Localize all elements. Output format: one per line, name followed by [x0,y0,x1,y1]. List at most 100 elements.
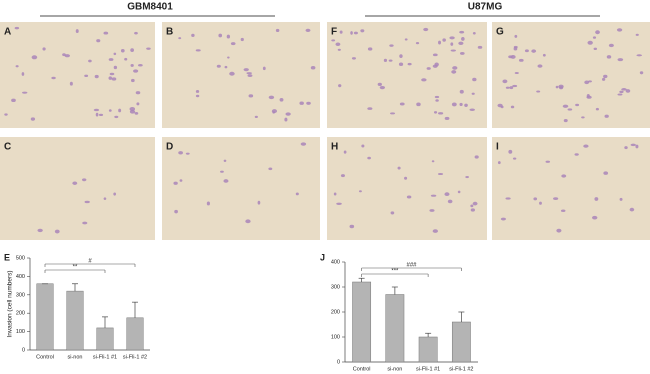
cell [407,62,412,66]
cell [444,192,450,197]
cell [64,54,70,58]
cell [130,48,134,52]
cell [562,104,569,108]
y-tick-label: 400 [331,259,340,265]
cell [560,209,566,212]
cell [435,99,439,102]
cell [113,192,117,196]
cell [279,97,284,102]
cell [248,94,254,98]
bar [451,321,471,363]
significance-label: # [88,259,92,265]
cell [594,197,599,201]
cell [191,33,195,37]
cell [146,47,151,50]
cell [458,41,464,45]
cell [608,43,614,48]
cell [536,90,541,93]
cell [22,91,28,94]
cell [268,167,273,171]
cell [459,30,465,34]
cell [94,74,99,79]
cell [173,181,178,185]
cell [353,31,358,35]
cell [133,69,139,73]
cell [472,77,477,82]
cell [624,146,628,150]
cell [243,68,249,72]
cell [450,42,454,46]
cell [514,34,518,38]
cell [629,207,635,212]
cell [108,109,112,112]
cell [54,229,60,234]
cell [229,71,235,76]
cell [75,29,79,33]
cell [285,112,291,116]
cell [619,197,623,201]
cell [470,204,474,208]
cell [14,26,20,30]
cell [93,108,100,112]
cell [433,111,438,114]
panel-label: C [4,142,11,153]
cell [137,64,143,67]
cell [457,190,461,194]
cell [524,49,529,53]
cell [558,84,564,89]
cell [434,95,440,99]
y-tick-label: 100 [331,334,340,340]
cell [399,102,405,106]
cell [113,52,117,56]
cell [185,152,190,155]
cell [426,67,431,70]
cell [451,102,457,107]
bar [352,281,372,363]
cell [508,55,513,59]
cell [367,107,373,110]
cell [584,80,590,85]
cell [82,221,88,225]
cell [555,85,559,89]
cell [131,78,135,83]
cell [588,80,592,83]
y-tick-label: 0 [22,347,25,353]
cell [178,151,184,155]
cell [95,112,99,117]
micrograph [327,137,487,240]
y-tick-label: 300 [331,284,340,290]
cell [383,58,388,63]
cell [510,105,515,109]
x-tick-label: si-Fli-1 #1 [93,354,117,360]
cell [179,179,183,182]
cell [438,112,444,115]
cell [553,197,559,200]
cell [617,58,624,62]
cell [397,166,401,170]
cell [471,92,475,95]
cell [223,179,229,183]
cell [603,171,609,175]
cell [505,197,511,200]
cell [537,64,543,68]
y-tick-label: 400 [16,274,25,280]
cell [377,82,382,87]
cell [218,33,223,38]
cell [338,84,342,88]
micrograph [0,137,155,240]
cell [603,74,608,79]
cell [556,228,562,233]
cell [295,192,299,196]
cell [336,202,342,205]
cell [390,112,396,115]
cell [518,58,524,62]
cell [581,116,585,119]
cell [459,52,465,55]
cell [195,94,200,98]
cell [360,29,365,33]
chart-label: J [320,252,325,262]
cell [574,153,579,156]
y-tick-label: 200 [16,311,25,317]
cell [11,98,16,103]
cell [514,71,519,74]
